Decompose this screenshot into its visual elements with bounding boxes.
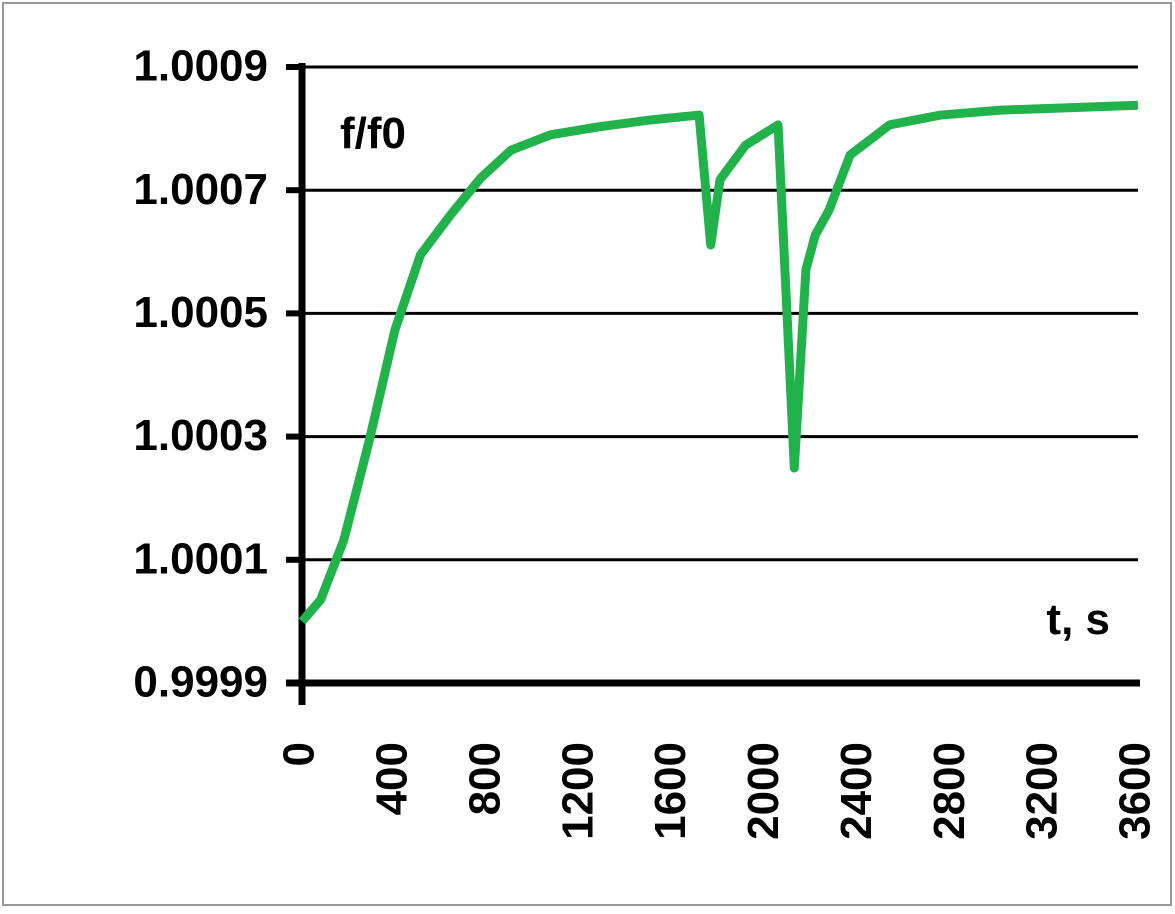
x-tick-label: 2800 xyxy=(925,742,974,840)
y-tick-label: 1.0005 xyxy=(133,288,268,337)
y-axis-label: f/f0 xyxy=(340,109,406,158)
y-tick-label: 1.0003 xyxy=(133,411,268,460)
x-tick-label: 0 xyxy=(275,742,324,766)
y-tick-label: 1.0001 xyxy=(133,534,268,583)
x-tick-label: 3200 xyxy=(1018,742,1067,840)
data-line xyxy=(298,100,1139,625)
x-tick-label: 400 xyxy=(368,742,417,815)
x-tick-label: 2400 xyxy=(832,742,881,840)
x-tick-label: 1200 xyxy=(553,742,602,840)
y-tick-label: 1.0007 xyxy=(133,165,268,214)
x-axis-label: t, s xyxy=(1046,595,1110,644)
x-tick-label: 800 xyxy=(460,742,509,815)
y-tick-label: 0.9999 xyxy=(133,658,268,707)
x-tick-label: 3600 xyxy=(1111,742,1160,840)
y-tick-label: 1.0009 xyxy=(133,42,268,91)
x-tick-label: 2000 xyxy=(739,742,788,840)
x-tick-label: 1600 xyxy=(646,742,695,840)
